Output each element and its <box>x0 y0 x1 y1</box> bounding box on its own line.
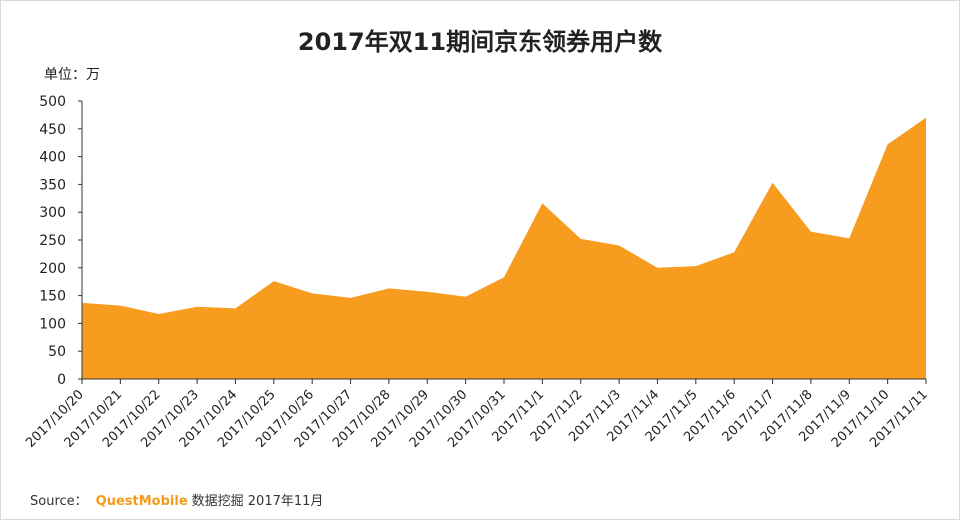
y-tick-label: 400 <box>39 150 66 166</box>
source-brand: QuestMobile <box>95 494 188 509</box>
y-tick-label: 200 <box>39 261 66 277</box>
source-line: Source： QuestMobile 数据挖掘 2017年11月 <box>30 490 323 509</box>
source-prefix: Source： <box>30 494 88 509</box>
source-suffix: 数据挖掘 2017年11月 <box>191 494 324 509</box>
y-tick-label: 50 <box>48 344 66 360</box>
y-tick-label: 0 <box>57 372 66 388</box>
y-tick-label: 250 <box>39 233 66 249</box>
y-tick-label: 150 <box>39 289 66 305</box>
y-tick-label: 100 <box>39 316 66 332</box>
y-tick-label: 300 <box>39 205 66 221</box>
y-tick-label: 350 <box>39 177 66 193</box>
y-tick-label: 450 <box>39 122 66 138</box>
series-area <box>82 117 926 380</box>
chart-title: 2017年双11期间京东领券用户数 <box>297 28 663 56</box>
y-tick-label: 500 <box>39 94 66 110</box>
y-axis-unit-label: 单位：万 <box>44 67 100 83</box>
